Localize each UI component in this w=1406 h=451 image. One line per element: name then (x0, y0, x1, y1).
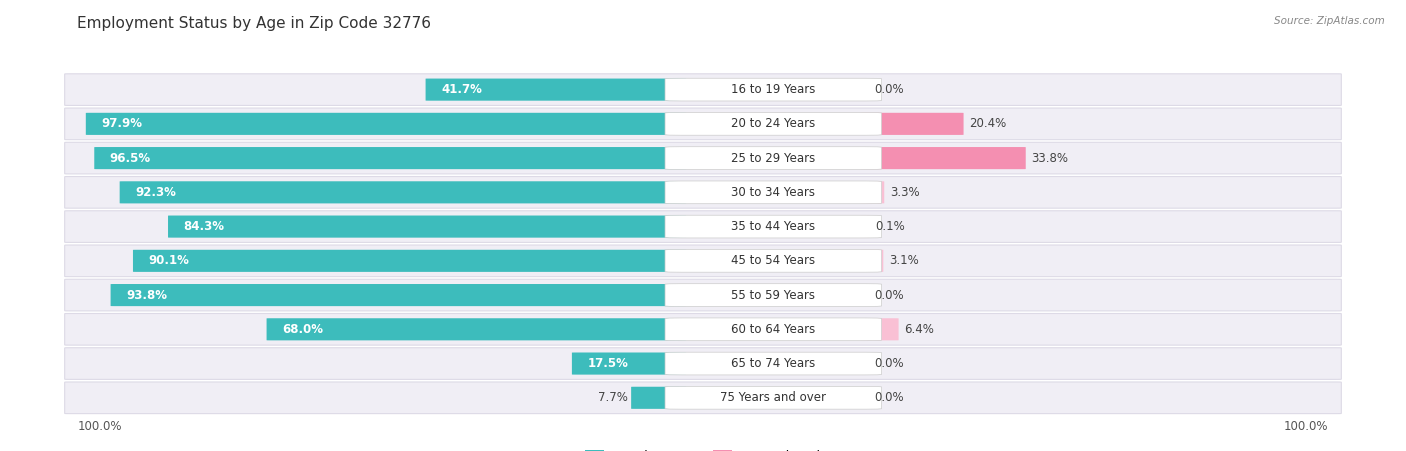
Legend: In Labor Force, Unemployed: In Labor Force, Unemployed (581, 445, 825, 451)
Text: 96.5%: 96.5% (110, 152, 150, 165)
Text: 55 to 59 Years: 55 to 59 Years (731, 289, 815, 302)
FancyBboxPatch shape (665, 215, 882, 238)
Text: 60 to 64 Years: 60 to 64 Years (731, 323, 815, 336)
FancyBboxPatch shape (665, 352, 882, 375)
FancyBboxPatch shape (426, 78, 686, 101)
Text: 90.1%: 90.1% (149, 254, 190, 267)
FancyBboxPatch shape (120, 181, 686, 203)
FancyBboxPatch shape (111, 284, 686, 306)
Text: 0.0%: 0.0% (875, 391, 904, 404)
FancyBboxPatch shape (665, 181, 882, 204)
Text: 25 to 29 Years: 25 to 29 Years (731, 152, 815, 165)
FancyBboxPatch shape (267, 318, 686, 341)
FancyBboxPatch shape (65, 211, 1341, 242)
Text: 0.0%: 0.0% (875, 83, 904, 96)
Text: 17.5%: 17.5% (588, 357, 628, 370)
FancyBboxPatch shape (86, 113, 686, 135)
FancyBboxPatch shape (65, 108, 1341, 140)
FancyBboxPatch shape (65, 74, 1341, 106)
FancyBboxPatch shape (665, 284, 882, 306)
Text: 3.3%: 3.3% (890, 186, 920, 199)
FancyBboxPatch shape (631, 387, 686, 409)
FancyBboxPatch shape (665, 147, 882, 170)
Text: 97.9%: 97.9% (101, 117, 142, 130)
FancyBboxPatch shape (665, 387, 882, 409)
FancyBboxPatch shape (134, 250, 686, 272)
FancyBboxPatch shape (65, 348, 1341, 379)
Text: 30 to 34 Years: 30 to 34 Years (731, 186, 815, 199)
Text: 65 to 74 Years: 65 to 74 Years (731, 357, 815, 370)
Text: 68.0%: 68.0% (283, 323, 323, 336)
FancyBboxPatch shape (65, 279, 1341, 311)
FancyBboxPatch shape (860, 113, 963, 135)
Text: 20 to 24 Years: 20 to 24 Years (731, 117, 815, 130)
Text: 0.0%: 0.0% (875, 357, 904, 370)
Text: 6.4%: 6.4% (904, 323, 934, 336)
Text: 41.7%: 41.7% (441, 83, 482, 96)
Text: 75 Years and over: 75 Years and over (720, 391, 827, 404)
FancyBboxPatch shape (94, 147, 686, 169)
FancyBboxPatch shape (860, 250, 883, 272)
FancyBboxPatch shape (665, 249, 882, 272)
Text: 100.0%: 100.0% (1284, 420, 1329, 433)
Text: 100.0%: 100.0% (77, 420, 122, 433)
Text: 93.8%: 93.8% (127, 289, 167, 302)
FancyBboxPatch shape (169, 216, 686, 238)
FancyBboxPatch shape (860, 147, 1026, 169)
Text: 92.3%: 92.3% (135, 186, 176, 199)
FancyBboxPatch shape (65, 382, 1341, 414)
Text: 0.1%: 0.1% (875, 220, 904, 233)
FancyBboxPatch shape (65, 142, 1341, 174)
FancyBboxPatch shape (65, 245, 1341, 276)
FancyBboxPatch shape (65, 176, 1341, 208)
FancyBboxPatch shape (65, 313, 1341, 345)
FancyBboxPatch shape (665, 318, 882, 341)
FancyBboxPatch shape (860, 181, 884, 203)
Text: 35 to 44 Years: 35 to 44 Years (731, 220, 815, 233)
Text: 3.1%: 3.1% (889, 254, 918, 267)
Text: 0.0%: 0.0% (875, 289, 904, 302)
Text: 33.8%: 33.8% (1032, 152, 1069, 165)
FancyBboxPatch shape (860, 318, 898, 341)
Text: Source: ZipAtlas.com: Source: ZipAtlas.com (1274, 16, 1385, 26)
FancyBboxPatch shape (665, 112, 882, 135)
Text: 84.3%: 84.3% (184, 220, 225, 233)
FancyBboxPatch shape (665, 78, 882, 101)
Text: 16 to 19 Years: 16 to 19 Years (731, 83, 815, 96)
FancyBboxPatch shape (860, 216, 869, 238)
Text: 45 to 54 Years: 45 to 54 Years (731, 254, 815, 267)
Text: 20.4%: 20.4% (969, 117, 1007, 130)
Text: 7.7%: 7.7% (599, 391, 628, 404)
Text: Employment Status by Age in Zip Code 32776: Employment Status by Age in Zip Code 327… (77, 16, 432, 31)
FancyBboxPatch shape (572, 353, 686, 375)
